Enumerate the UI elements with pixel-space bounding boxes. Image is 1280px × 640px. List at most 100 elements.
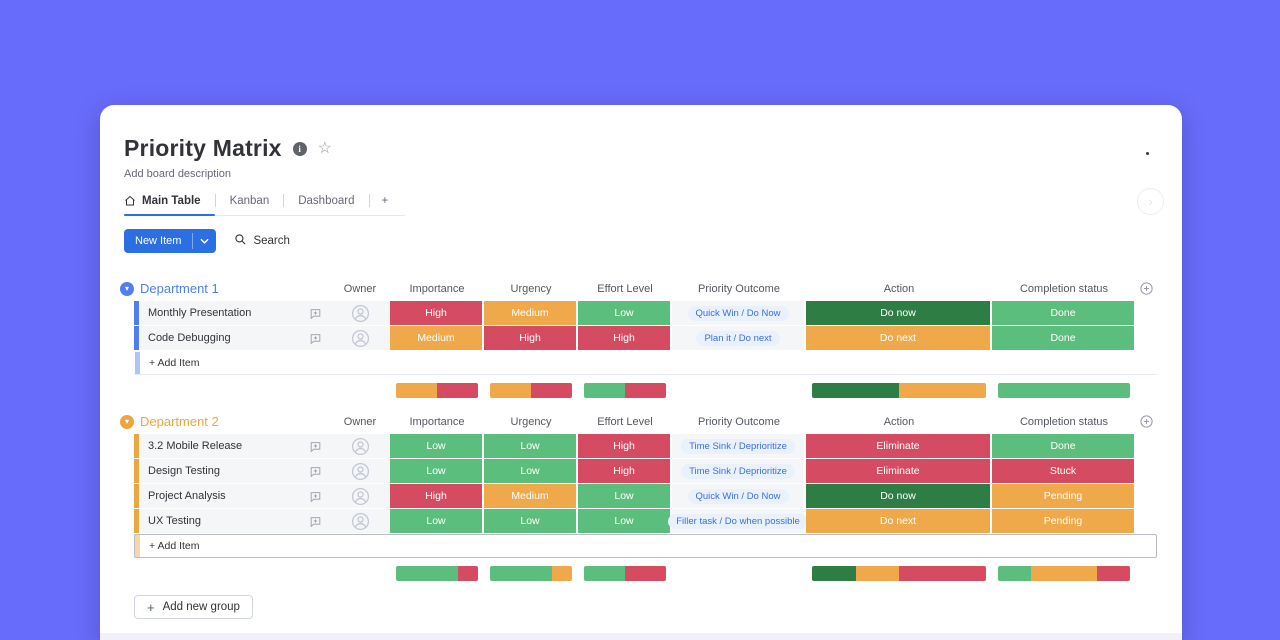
action-cell[interactable]: Do now — [806, 301, 992, 325]
priority-outcome-cell[interactable]: Filler task / Do when possible — [668, 509, 808, 533]
tab-main-table[interactable]: Main Table — [124, 191, 215, 216]
item-name-cell[interactable]: UX Testing — [139, 509, 330, 533]
effort-cell[interactable]: High — [578, 434, 672, 458]
chevron-down-icon[interactable] — [193, 229, 216, 253]
importance-cell[interactable]: High — [390, 301, 484, 325]
tab-label: Dashboard — [298, 195, 355, 207]
item-name-cell[interactable]: Monthly Presentation — [139, 301, 330, 325]
importance-cell[interactable]: Low — [390, 434, 484, 458]
completion-cell[interactable]: Stuck — [992, 459, 1136, 483]
urgency-cell[interactable]: Low — [484, 434, 578, 458]
add-item-row[interactable]: + Add Item — [134, 351, 1157, 375]
action-cell[interactable]: Do next — [806, 509, 992, 533]
completion-cell[interactable]: Done — [992, 434, 1136, 458]
add-conversation-icon[interactable] — [309, 465, 322, 478]
item-name-cell[interactable]: 3.2 Mobile Release — [139, 434, 330, 458]
owner-cell[interactable] — [330, 434, 390, 458]
add-view-button[interactable]: + — [381, 195, 389, 207]
column-header-urgency[interactable]: Urgency — [510, 282, 552, 295]
urgency-cell[interactable]: High — [484, 326, 578, 350]
effort-cell[interactable]: Low — [578, 509, 672, 533]
urgency-cell[interactable]: Medium — [484, 301, 578, 325]
owner-cell[interactable] — [330, 326, 390, 350]
action-summary — [806, 383, 992, 398]
add-conversation-icon[interactable] — [309, 307, 322, 320]
effort-cell[interactable]: High — [578, 326, 672, 350]
column-header-completion[interactable]: Completion status — [1019, 282, 1109, 295]
completion-cell[interactable]: Done — [992, 301, 1136, 325]
group-name[interactable]: Department 1 — [140, 281, 219, 296]
importance-cell[interactable]: Low — [390, 509, 484, 533]
new-item-button[interactable]: New Item — [124, 229, 217, 253]
add-conversation-icon[interactable] — [309, 332, 322, 345]
priority-outcome-cell[interactable]: Quick Win / Do Now — [672, 484, 806, 508]
column-header-action[interactable]: Action — [883, 415, 915, 428]
column-header-owner[interactable]: Owner — [343, 415, 377, 428]
completion-cell[interactable]: Pending — [992, 509, 1136, 533]
collapse-group-icon[interactable]: ▾ — [120, 281, 134, 296]
add-new-group-button[interactable]: + Add new group — [134, 595, 253, 619]
column-header-effort[interactable]: Effort Level — [597, 282, 653, 295]
info-icon[interactable]: i — [292, 141, 307, 156]
column-header-outcome[interactable]: Priority Outcome — [698, 415, 780, 428]
completion-cell[interactable]: Done — [992, 326, 1136, 350]
group-name[interactable]: Department 2 — [140, 414, 219, 429]
importance-cell[interactable]: Medium — [390, 326, 484, 350]
priority-outcome-cell[interactable]: Plan it / Do next — [672, 326, 806, 350]
add-item-row[interactable]: + Add Item — [134, 534, 1157, 558]
column-header-owner[interactable]: Owner — [343, 282, 377, 295]
table-row: 3.2 Mobile Release Low Low High Time Sin… — [134, 434, 1157, 458]
effort-cell[interactable]: Low — [578, 484, 672, 508]
favorite-star-icon[interactable]: ☆ — [317, 139, 332, 157]
avatar — [351, 437, 370, 456]
effort-cell[interactable]: High — [578, 459, 672, 483]
priority-outcome-cell[interactable]: Time Sink / Deprioritize — [672, 459, 806, 483]
urgency-cell[interactable]: Medium — [484, 484, 578, 508]
owner-cell[interactable] — [330, 484, 390, 508]
bottom-scroll-area[interactable] — [100, 633, 1182, 640]
completion-cell[interactable]: Pending — [992, 484, 1136, 508]
importance-cell[interactable]: High — [390, 484, 484, 508]
add-conversation-icon[interactable] — [309, 490, 322, 503]
column-header-action[interactable]: Action — [883, 282, 915, 295]
priority-outcome-label: Quick Win / Do Now — [687, 305, 789, 321]
owner-cell[interactable] — [330, 459, 390, 483]
row-trailing-space — [1136, 509, 1157, 533]
page-title[interactable]: Priority Matrix — [124, 135, 282, 161]
action-cell[interactable]: Eliminate — [806, 434, 992, 458]
tab-kanban[interactable]: Kanban — [216, 191, 284, 215]
search-control[interactable]: Search — [234, 233, 290, 249]
owner-cell[interactable] — [330, 509, 390, 533]
tab-label: Kanban — [229, 195, 270, 207]
column-header-outcome[interactable]: Priority Outcome — [698, 282, 780, 295]
effort-summary — [578, 383, 672, 398]
priority-outcome-cell[interactable]: Time Sink / Deprioritize — [672, 434, 806, 458]
action-cell[interactable]: Do now — [806, 484, 992, 508]
effort-cell[interactable]: Low — [578, 301, 672, 325]
board-description[interactable]: Add board description — [124, 168, 232, 180]
column-header-importance[interactable]: Importance — [409, 282, 465, 295]
column-header-importance[interactable]: Importance — [409, 415, 465, 428]
owner-cell[interactable] — [330, 301, 390, 325]
action-cell[interactable]: Eliminate — [806, 459, 992, 483]
priority-outcome-cell[interactable]: Quick Win / Do Now — [672, 301, 806, 325]
urgency-cell[interactable]: Low — [484, 509, 578, 533]
urgency-cell[interactable]: Low — [484, 459, 578, 483]
add-group-label: Add new group — [162, 601, 240, 613]
add-column-icon[interactable] — [1136, 281, 1157, 296]
add-column-icon[interactable] — [1136, 414, 1157, 429]
add-conversation-icon[interactable] — [309, 440, 322, 453]
add-conversation-icon[interactable] — [309, 515, 322, 528]
column-header-completion[interactable]: Completion status — [1019, 415, 1109, 428]
item-name-cell[interactable]: Design Testing — [139, 459, 330, 483]
item-name-cell[interactable]: Project Analysis — [139, 484, 330, 508]
board-menu-dot[interactable] — [1146, 152, 1149, 155]
importance-cell[interactable]: Low — [390, 459, 484, 483]
group-color-bar — [134, 509, 139, 533]
column-header-effort[interactable]: Effort Level — [597, 415, 653, 428]
column-header-urgency[interactable]: Urgency — [510, 415, 552, 428]
tab-dashboard[interactable]: Dashboard — [284, 191, 368, 215]
collapse-group-icon[interactable]: ▾ — [120, 414, 134, 429]
action-cell[interactable]: Do next — [806, 326, 992, 350]
item-name-cell[interactable]: Code Debugging — [139, 326, 330, 350]
